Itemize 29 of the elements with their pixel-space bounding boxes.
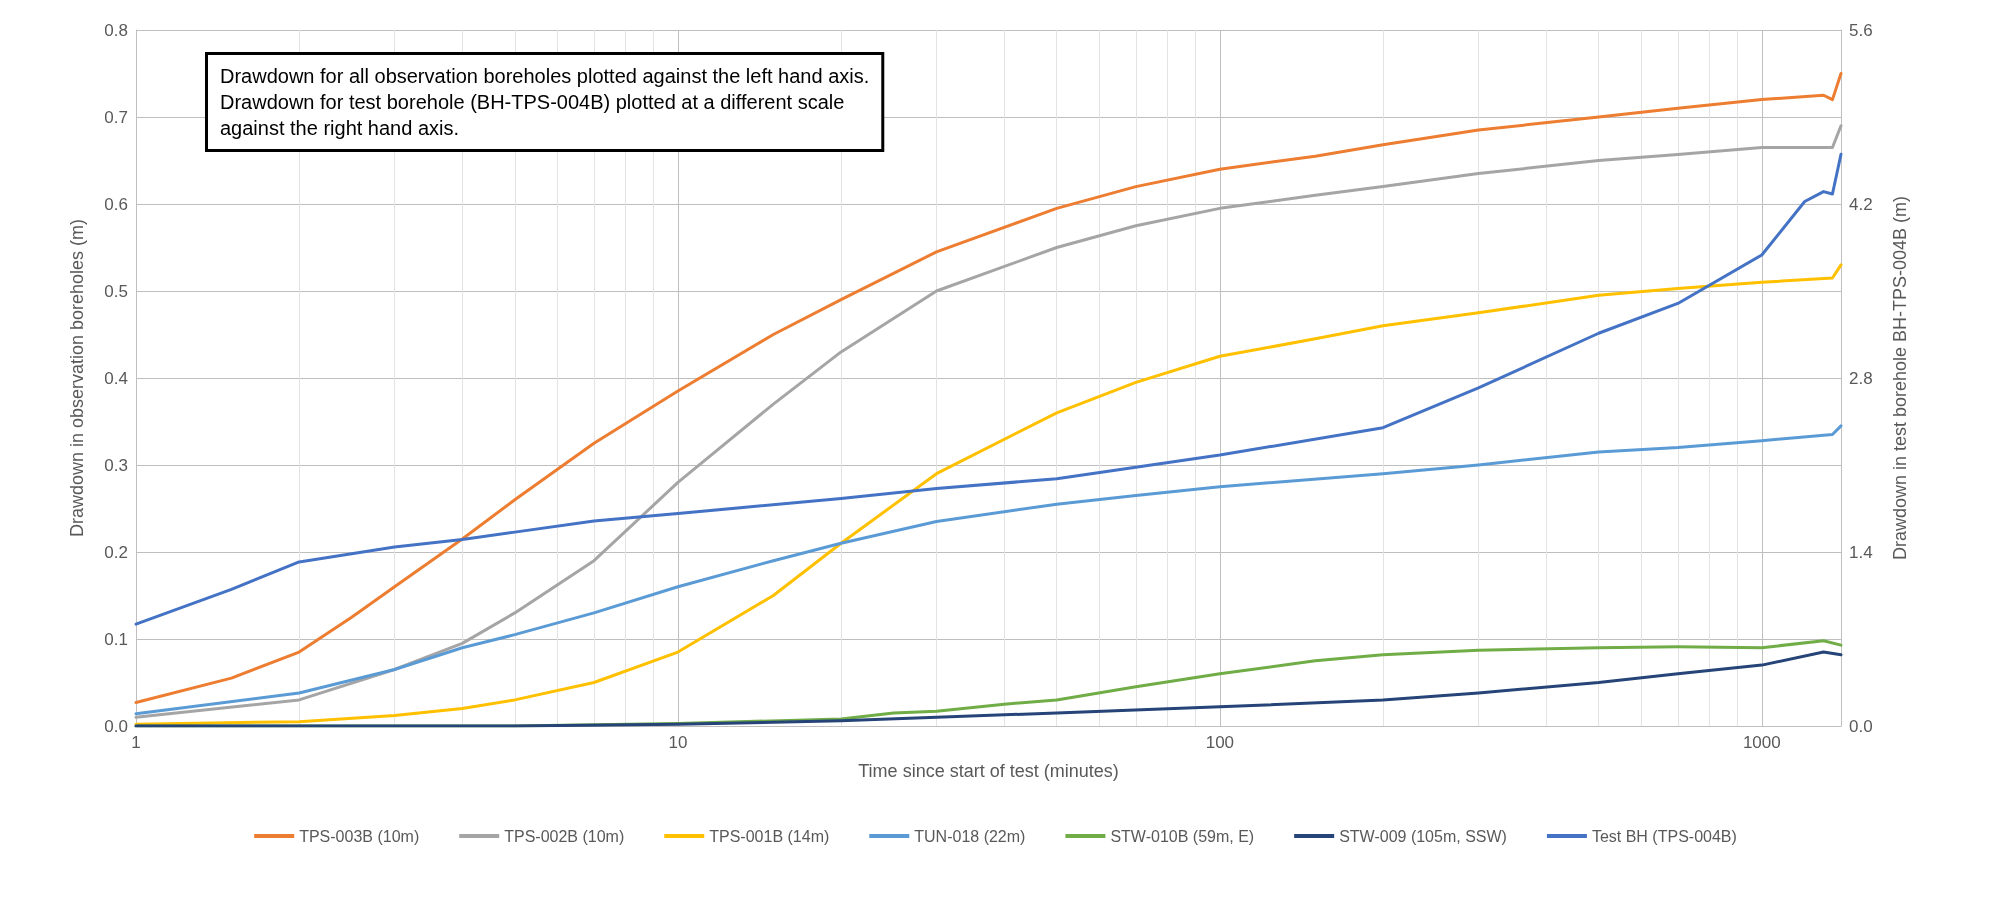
y-axis-title: Drawdown in observation boreholes (m) xyxy=(67,218,87,538)
y-tick-label: 0.3 xyxy=(104,455,128,475)
y-tick-label: 0.5 xyxy=(104,281,128,301)
x-tick-label: 1000 xyxy=(1742,733,1781,752)
x-tick-label: 1 xyxy=(131,733,141,752)
y-tick-label: 0.0 xyxy=(104,716,128,736)
y2-tick-label: 5.6 xyxy=(1849,20,1873,40)
y2-tick-label: 1.4 xyxy=(1849,542,1873,562)
x-tick-label: 10 xyxy=(668,733,688,752)
y-tick-label: 0.6 xyxy=(104,194,128,214)
y2-axis-title: Drawdown in test borehole BH-TPS-004B (m) xyxy=(1890,195,1910,561)
legend-label: STW-009 (105m, SSW) xyxy=(1339,827,1507,845)
x-tick-label: 100 xyxy=(1205,733,1235,752)
legend-label: TUN-018 (22m) xyxy=(914,827,1026,845)
legend-label: TPS-003B (10m) xyxy=(299,827,420,845)
y-tick-label: 0.7 xyxy=(104,107,128,127)
y-tick-label: 0.4 xyxy=(104,368,128,388)
y2-tick-label: 4.2 xyxy=(1849,194,1873,214)
legend-label: STW-010B (59m, E) xyxy=(1110,827,1255,845)
y-tick-label: 0.2 xyxy=(104,542,128,562)
annotation: Drawdown for all observation boreholes plotted against the left hand axis. Drawdown for test borehole (BH-TPS-004B) plotted at a different scale against the right hand axis. xyxy=(220,65,870,139)
x-axis-title: Time since start of test (minutes) xyxy=(858,761,1119,781)
y-tick-label: 0.8 xyxy=(104,20,128,40)
legend-label: TPS-002B (10m) xyxy=(504,827,625,845)
legend-label: Test BH (TPS-004B) xyxy=(1591,827,1737,845)
legend-label: TPS-001B (14m) xyxy=(709,827,830,845)
y2-tick-label: 0.0 xyxy=(1849,716,1873,736)
y-tick-label: 0.1 xyxy=(104,629,128,649)
y2-tick-label: 2.8 xyxy=(1849,368,1873,388)
